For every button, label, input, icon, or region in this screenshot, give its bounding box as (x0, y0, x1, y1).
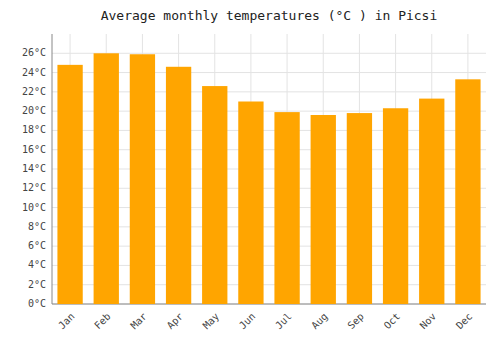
axes: 0°C 2°C 4°C 6°C 8°C 10°C 12°C 14°C 16°C 18°C 20°C 2… (22, 34, 486, 331)
x-tick-label: Mar (128, 311, 149, 332)
x-tick-label: Nov (418, 311, 439, 332)
y-tick-label: 18°C (22, 124, 46, 135)
y-tick-label: 12°C (22, 182, 46, 193)
chart-title: Average monthly temperatures (°C ) in Pi… (101, 8, 438, 23)
chart-container: 0°C 2°C 4°C 6°C 8°C 10°C 12°C 14°C 16°C 18°C 20°C 2… (0, 0, 500, 350)
y-tick-label: 26°C (22, 47, 46, 58)
y-tick-label: 10°C (22, 202, 46, 213)
x-tick-label: Jan (56, 311, 77, 332)
y-tick-label: 20°C (22, 105, 46, 116)
bar (238, 102, 263, 305)
y-tick-label: 4°C (28, 259, 46, 270)
bar (419, 99, 444, 304)
grid (52, 34, 486, 304)
x-tick-label: Feb (92, 311, 113, 332)
y-tick-label: 8°C (28, 221, 46, 232)
x-tick-label: Aug (309, 311, 330, 332)
bar (166, 67, 191, 304)
x-tick-label: Apr (165, 311, 186, 332)
bar (94, 53, 119, 304)
y-axis-line (52, 34, 53, 304)
bar (274, 112, 299, 304)
y-tick-label: 22°C (22, 86, 46, 97)
x-tick-label: May (201, 311, 222, 332)
bar (202, 86, 227, 304)
bar (311, 115, 336, 304)
y-tick-label: 0°C (28, 298, 46, 309)
y-tick-label: 2°C (28, 279, 46, 290)
x-tick-label: Sep (345, 311, 366, 332)
chart-svg: 0°C 2°C 4°C 6°C 8°C 10°C 12°C 14°C 16°C 18°C 20°C 2… (0, 0, 500, 350)
x-tick-label: Dec (454, 311, 475, 332)
bar (347, 113, 372, 304)
bar (130, 54, 155, 304)
bar (57, 65, 82, 304)
x-tick-label: Oct (382, 311, 403, 332)
bar (455, 79, 480, 304)
y-tick-label: 16°C (22, 144, 46, 155)
x-tick-label: Jun (237, 311, 258, 332)
bars (57, 53, 480, 304)
x-tick-label: Jul (273, 311, 294, 332)
y-tick-label: 6°C (28, 240, 46, 251)
bar (383, 108, 408, 304)
y-tick-label: 24°C (22, 67, 46, 78)
y-tick-label: 14°C (22, 163, 46, 174)
